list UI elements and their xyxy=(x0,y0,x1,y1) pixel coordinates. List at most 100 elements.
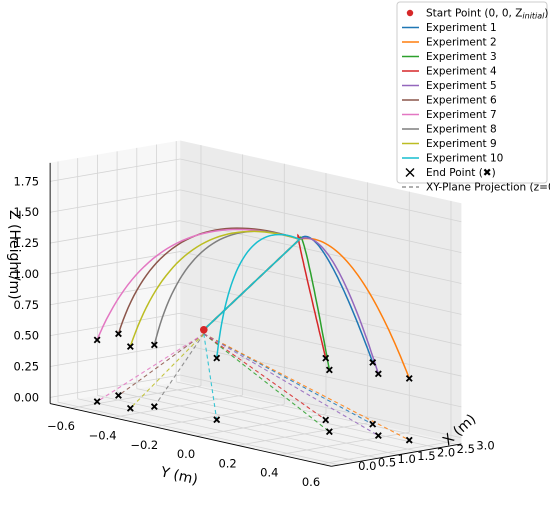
end-point-marker xyxy=(374,432,382,440)
end-point-marker xyxy=(405,436,413,444)
legend-start-marker xyxy=(406,9,414,17)
floor-pane xyxy=(50,381,462,467)
legend-frame xyxy=(396,1,548,184)
y-tick-label: 0.4 xyxy=(260,466,278,480)
grid-line xyxy=(117,391,399,456)
y-axis-line xyxy=(50,403,332,467)
end-point-marker xyxy=(405,374,413,382)
grid-line xyxy=(57,401,340,466)
z-tick-label: 1.00 xyxy=(13,267,39,281)
legend-entry-label: Experiment 1 xyxy=(426,22,497,34)
series-8-projection xyxy=(153,333,205,407)
x-tick-label: 0.0 xyxy=(358,459,376,473)
series-3-line xyxy=(203,236,331,371)
legend-entry-label: Experiment 6 xyxy=(426,95,497,107)
grid-line xyxy=(50,312,181,337)
x-tick-label: 1.0 xyxy=(398,452,416,466)
y-tick-label: −0.4 xyxy=(89,429,117,443)
grid-line xyxy=(279,431,410,456)
grid-line xyxy=(195,413,327,437)
series-5-line xyxy=(203,237,380,375)
legend-start-label: Start Point (0, 0, Zinitial) xyxy=(426,8,549,21)
y-tick-label: 0.6 xyxy=(302,475,320,489)
grid-line xyxy=(180,220,462,284)
end-point-marker xyxy=(369,359,377,366)
series-7-projection xyxy=(96,333,205,403)
legend-entry-label: Experiment 10 xyxy=(426,153,503,165)
end-point-marker xyxy=(126,343,134,350)
legend-entry-label: Experiment 9 xyxy=(426,138,497,150)
series-9-projection xyxy=(129,333,205,409)
start-point-marker xyxy=(200,326,208,334)
legend-end-marker xyxy=(405,168,415,177)
end-point-marker xyxy=(115,392,122,399)
legend: Start Point (0, 0, Zinitial)Experiment 1… xyxy=(396,1,550,194)
grid-line xyxy=(180,374,462,439)
grid-line xyxy=(50,374,181,398)
grid-line xyxy=(154,404,285,428)
grid-line xyxy=(320,441,452,465)
x-tick-label: 0.5 xyxy=(378,456,396,470)
grid-line xyxy=(97,395,379,459)
end-point-marker xyxy=(150,403,158,411)
end-point-marker xyxy=(93,336,101,344)
x-tick-label: 1.5 xyxy=(417,449,435,463)
legend-end-label: End Point (✖) xyxy=(426,167,496,179)
series-3-projection xyxy=(203,333,330,433)
end-point-marker xyxy=(150,341,158,349)
series-1-line xyxy=(203,235,374,363)
grid-line xyxy=(50,189,181,213)
series-9-line xyxy=(129,230,302,347)
legend-entry-label: Experiment 4 xyxy=(426,66,497,78)
y-tick-label: 0.2 xyxy=(218,456,236,470)
x-axis-line xyxy=(331,443,462,467)
y-tick-label: −0.2 xyxy=(130,438,158,452)
end-point-marker xyxy=(126,404,134,412)
grid-line xyxy=(176,381,458,446)
legend-entry-label: Experiment 2 xyxy=(426,37,497,49)
grid-line xyxy=(180,312,462,377)
back-pane xyxy=(180,140,462,444)
z-tick-label: 1.25 xyxy=(13,236,39,250)
end-point-marker xyxy=(322,354,330,362)
series-2-line xyxy=(203,237,410,379)
x-tick-label: 3.0 xyxy=(476,439,494,453)
z-tick-label: 1.50 xyxy=(13,205,39,219)
series-6-projection xyxy=(118,333,205,396)
legend-entry-label: Experiment 5 xyxy=(426,80,497,92)
z-tick-label: 0.75 xyxy=(13,298,39,312)
end-point-marker xyxy=(325,428,333,436)
grid-line xyxy=(50,220,181,244)
legend-entry-label: Experiment 3 xyxy=(426,51,497,63)
series-4-projection xyxy=(203,333,327,421)
y-axis-label: Y (m) xyxy=(158,464,199,488)
series-10-projection xyxy=(203,333,218,420)
grid-line xyxy=(156,384,438,449)
y-tick-label: 0.0 xyxy=(177,447,195,461)
grid-line xyxy=(77,398,360,462)
grid-line xyxy=(180,343,462,408)
end-point-marker xyxy=(322,416,330,424)
z-tick-label: 1.75 xyxy=(13,174,39,188)
grid-line xyxy=(180,282,462,346)
grid-line xyxy=(70,385,202,409)
legend-entry-label: Experiment 7 xyxy=(426,109,497,121)
end-point-marker xyxy=(325,366,333,374)
x-tick-label: 2.0 xyxy=(437,445,455,459)
y-tick-label: −0.6 xyxy=(47,419,75,433)
grid-line xyxy=(180,158,462,223)
end-point-marker xyxy=(369,420,377,428)
grid-line xyxy=(50,343,181,367)
end-point-marker xyxy=(374,370,382,378)
legend-entry-label: Experiment 8 xyxy=(426,124,497,136)
x-tick-label: 2.5 xyxy=(457,442,475,456)
series-4-line xyxy=(203,233,327,359)
z-axis-label: Z (Height/m) xyxy=(6,210,22,300)
grid-line xyxy=(180,189,462,254)
end-point-marker xyxy=(213,354,221,362)
grid-line xyxy=(112,394,243,418)
end-point-marker xyxy=(93,398,101,406)
grid-line xyxy=(237,422,368,446)
grid-line xyxy=(136,388,419,452)
